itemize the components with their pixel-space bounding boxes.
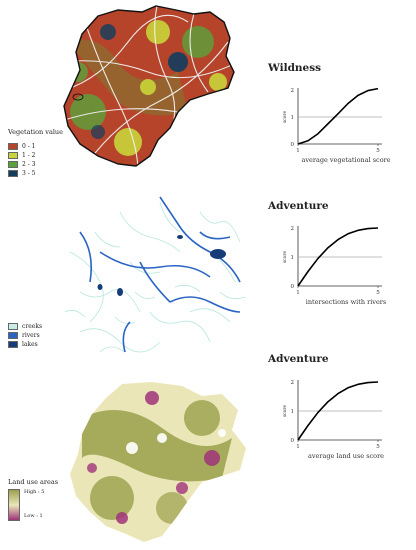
land-use-map	[70, 382, 246, 542]
panel-title-adventure-landuse: Adventure	[268, 353, 329, 365]
x-axis-label: average vegetational score	[301, 156, 390, 164]
river-map	[64, 196, 246, 353]
score-curve	[297, 87, 379, 145]
y-axis-label: score	[283, 250, 288, 263]
legend-label: 1 - 2	[22, 152, 36, 159]
legend-item: lakes	[8, 340, 42, 349]
x-tick-label: 1	[296, 148, 300, 154]
y-tick-label: 1	[291, 409, 295, 415]
legend-title: Land use areas	[8, 478, 59, 486]
x-tick-label: 1	[296, 290, 300, 296]
land-use-raster	[70, 382, 246, 542]
legend-label: creeks	[22, 323, 43, 330]
legend-swatch	[8, 341, 18, 348]
x-axis-label: intersections with rivers	[306, 298, 387, 306]
legend-label: rivers	[22, 332, 40, 339]
lake-shapes	[97, 235, 226, 296]
legend-item: 0 - 1	[8, 142, 63, 151]
legend-swatch	[8, 332, 18, 339]
y-tick-label: 2	[291, 380, 295, 386]
panel-title-adventure-rivers: Adventure	[268, 200, 329, 212]
vegetation-map	[63, 5, 235, 167]
vegetation-legend: Vegetation value 0 - 1 1 - 2 2 - 3 3 - 5	[8, 128, 63, 178]
legend-item: rivers	[8, 331, 42, 340]
legend-label: 3 - 5	[22, 170, 36, 177]
y-tick-label: 0	[291, 284, 295, 290]
legend-swatch	[8, 152, 18, 159]
x-tick-label: 5	[376, 290, 380, 296]
river-legend: creeks rivers lakes	[8, 322, 42, 349]
land-use-legend: Land use areas High : 5 Low : 1	[8, 478, 58, 521]
legend-high-label: High : 5	[24, 489, 45, 495]
legend-gradient-bar	[8, 489, 20, 521]
river-network	[79, 196, 241, 353]
y-tick-label: 2	[291, 88, 295, 94]
y-tick-label: 0	[291, 142, 295, 148]
x-axis-label: average land use score	[308, 452, 384, 460]
legend-item: 2 - 3	[8, 160, 63, 169]
y-axis-label: score	[283, 404, 288, 417]
y-axis-label: score	[283, 110, 288, 123]
region-boundary	[63, 5, 235, 167]
vegetation-raster	[64, 6, 234, 166]
legend-label: 0 - 1	[22, 143, 36, 150]
y-tick-label: 1	[291, 115, 295, 121]
y-tick-label: 2	[291, 226, 295, 232]
legend-swatch	[8, 143, 18, 150]
legend-low-label: Low : 1	[24, 513, 43, 519]
legend-item: 3 - 5	[8, 169, 63, 178]
x-tick-label: 5	[376, 444, 380, 450]
legend-swatch	[8, 170, 18, 177]
score-curve	[297, 227, 379, 287]
legend-item: creeks	[8, 322, 42, 331]
creek-network	[64, 201, 246, 353]
legend-swatch	[8, 323, 18, 330]
legend-title: Vegetation value	[8, 128, 63, 136]
panel-title-wildness: Wildness	[268, 62, 322, 74]
x-tick-label: 1	[296, 444, 300, 450]
legend-label: lakes	[22, 341, 38, 348]
score-curve	[297, 381, 379, 441]
legend-swatch	[8, 161, 18, 168]
legend-item: 1 - 2	[8, 151, 63, 160]
y-tick-label: 1	[291, 255, 295, 261]
y-tick-label: 0	[291, 438, 295, 444]
legend-label: 2 - 3	[22, 161, 36, 168]
x-tick-label: 5	[376, 148, 380, 154]
island-outline	[72, 93, 84, 101]
